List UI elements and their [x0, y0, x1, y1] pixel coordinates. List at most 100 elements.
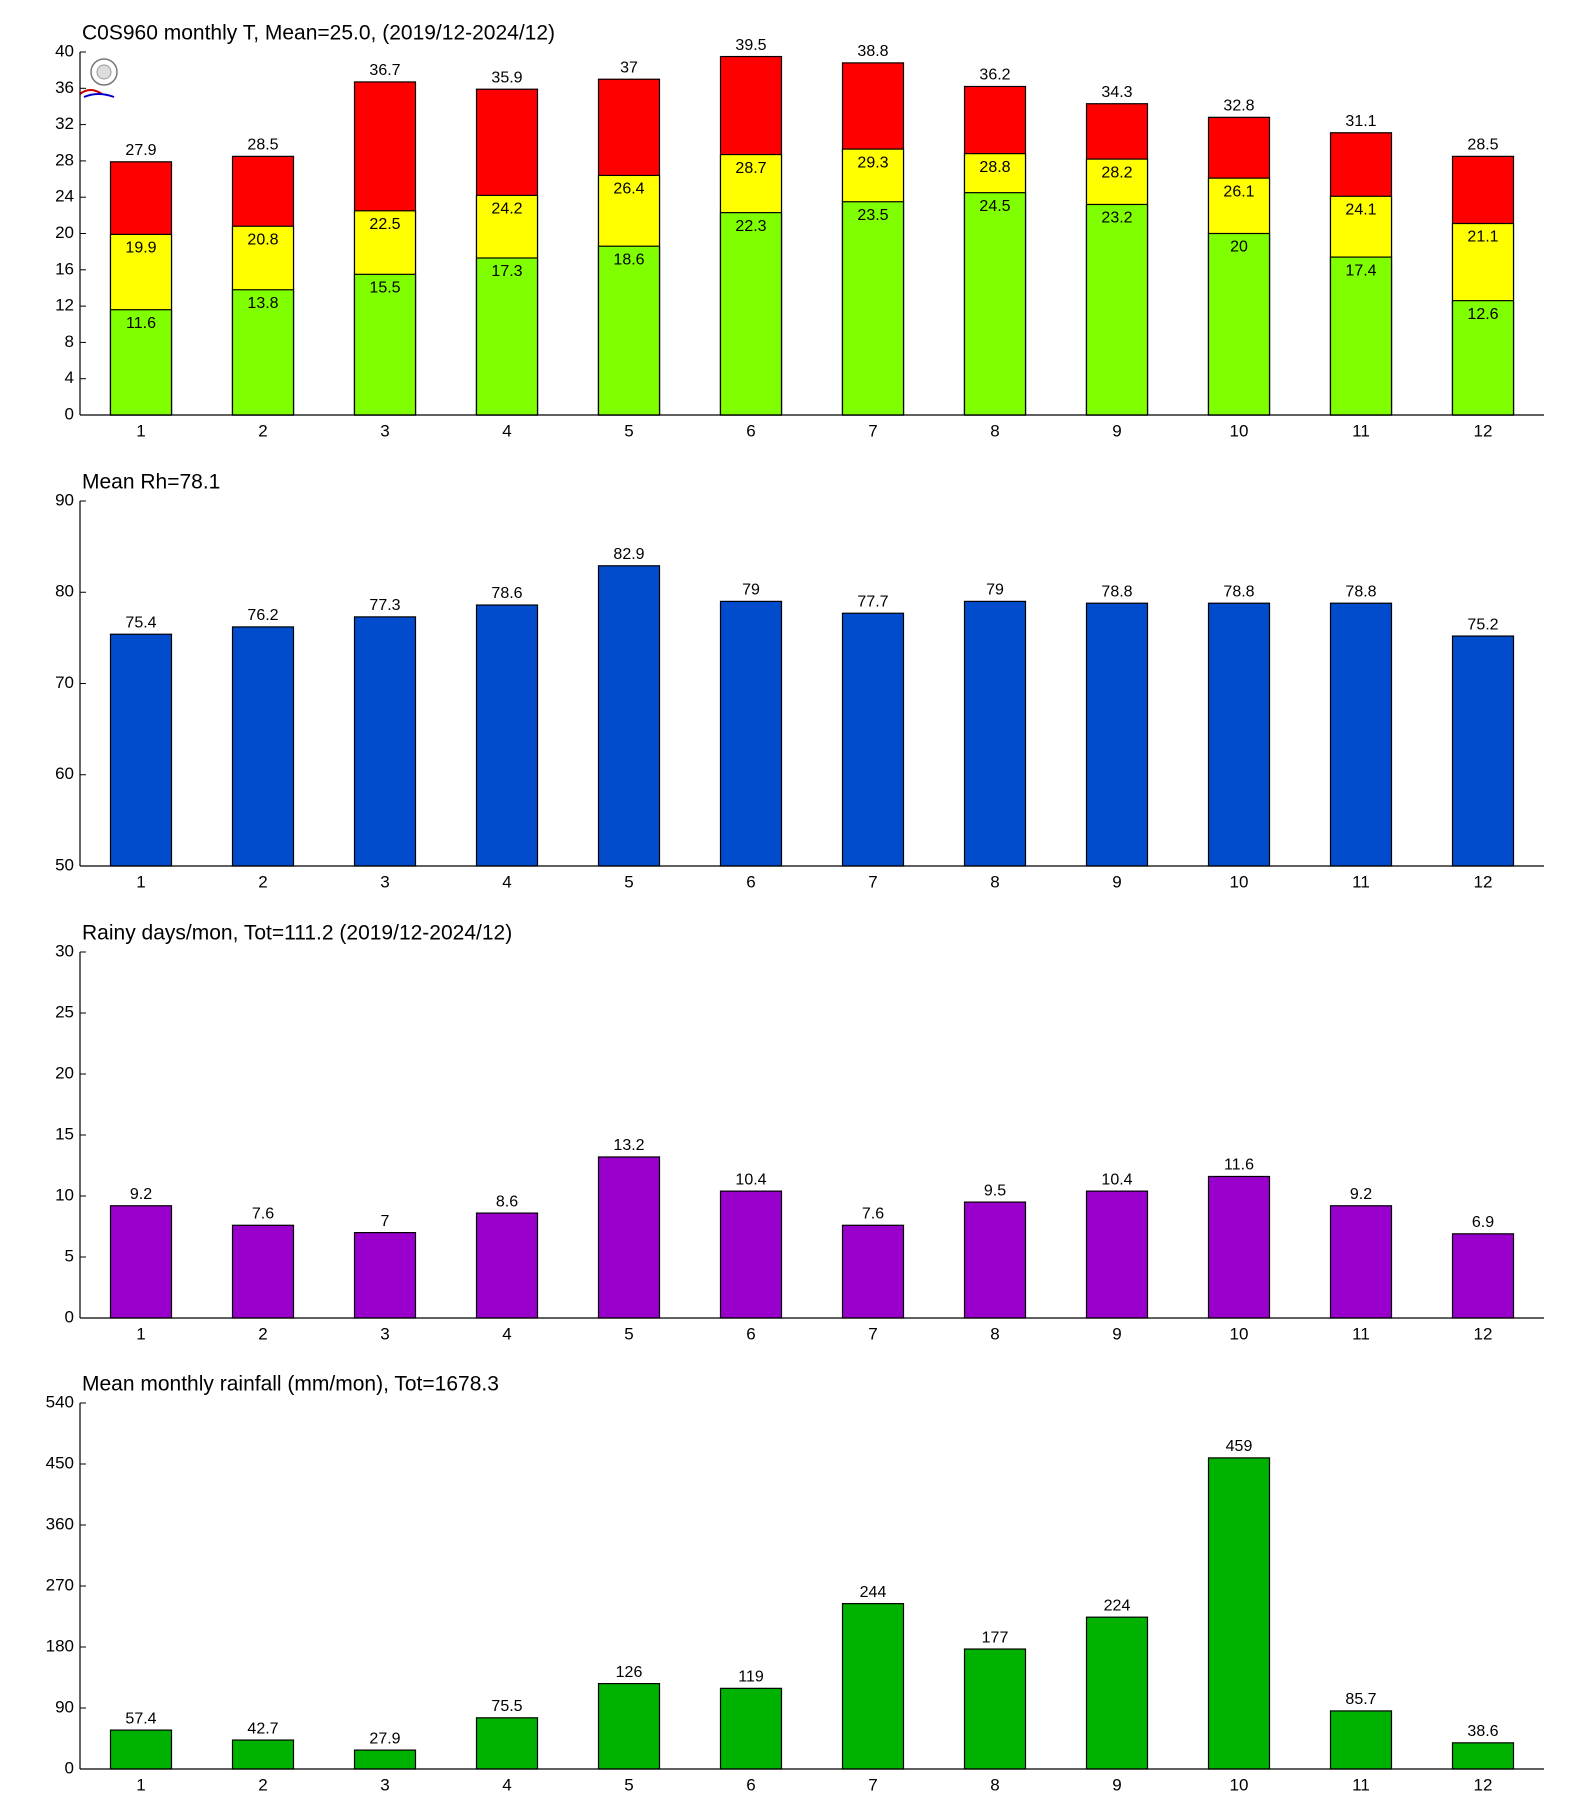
y-tick-label: 4 — [65, 368, 74, 387]
bar — [353, 273, 417, 416]
x-tick-label: 10 — [1230, 872, 1249, 891]
value-label: 15.5 — [369, 280, 400, 297]
value-label: 77.3 — [369, 597, 400, 614]
value-label: 177 — [982, 1629, 1009, 1646]
bar — [1207, 232, 1271, 416]
value-label: 85.7 — [1345, 1691, 1376, 1708]
y-tick-label: 24 — [55, 187, 74, 206]
value-label: 28.5 — [247, 137, 278, 154]
y-tick-label: 450 — [46, 1453, 74, 1472]
x-tick-label: 10 — [1230, 421, 1249, 440]
value-label: 119 — [738, 1669, 764, 1686]
value-label: 10.4 — [735, 1171, 766, 1188]
logo-center — [96, 64, 112, 80]
chart-title: Rainy days/mon, Tot=111.2 (2019/12-2024/… — [82, 922, 512, 945]
value-label: 7.6 — [252, 1205, 274, 1222]
value-label: 27.9 — [369, 1730, 400, 1747]
y-tick-label: 0 — [65, 404, 74, 423]
bar — [841, 1603, 905, 1770]
value-label: 35.9 — [491, 69, 522, 86]
x-tick-label: 12 — [1474, 872, 1493, 891]
value-label: 78.8 — [1223, 583, 1254, 600]
value-label: 78.8 — [1345, 583, 1376, 600]
value-label: 38.6 — [1467, 1723, 1498, 1740]
value-label: 29.3 — [857, 154, 888, 171]
x-tick-label: 6 — [746, 1324, 755, 1343]
bar — [841, 1224, 905, 1319]
bar — [1085, 1616, 1149, 1770]
bar — [475, 1212, 539, 1319]
value-label: 38.8 — [857, 43, 888, 60]
x-tick-label: 12 — [1474, 421, 1493, 440]
value-label: 23.2 — [1101, 210, 1132, 227]
bar — [597, 1156, 661, 1319]
x-tick-label: 3 — [380, 872, 389, 891]
y-tick-label: 0 — [65, 1758, 74, 1777]
chart-title: Mean Rh=78.1 — [82, 471, 220, 494]
value-label: 12.6 — [1467, 306, 1498, 323]
bar — [1329, 602, 1393, 867]
x-tick-label: 9 — [1112, 1775, 1121, 1794]
y-tick-label: 90 — [55, 1697, 74, 1716]
bar — [1207, 1457, 1271, 1770]
y-tick-label: 60 — [55, 764, 74, 783]
x-tick-label: 6 — [746, 421, 755, 440]
x-tick-label: 7 — [868, 1775, 877, 1794]
value-label: 28.8 — [979, 159, 1010, 176]
x-tick-label: 8 — [990, 1324, 999, 1343]
bar — [841, 612, 905, 867]
y-tick-label: 30 — [55, 941, 74, 960]
bar — [231, 1224, 295, 1319]
bar — [1207, 1175, 1271, 1319]
value-label: 77.7 — [857, 593, 888, 610]
x-tick-label: 1 — [136, 1324, 145, 1343]
value-label: 57.4 — [125, 1710, 156, 1727]
bar — [597, 1682, 661, 1770]
value-label: 20.8 — [247, 231, 278, 248]
value-label: 34.3 — [1101, 84, 1132, 101]
y-tick-label: 90 — [55, 490, 74, 509]
value-label: 28.2 — [1101, 164, 1132, 181]
x-tick-label: 7 — [868, 1324, 877, 1343]
value-label: 32.8 — [1223, 98, 1254, 115]
bar — [231, 1739, 295, 1770]
x-tick-label: 2 — [258, 421, 267, 440]
bar — [1329, 256, 1393, 416]
bar — [719, 1190, 783, 1319]
y-tick-label: 270 — [46, 1575, 74, 1594]
x-tick-label: 3 — [380, 1775, 389, 1794]
bar — [1329, 1205, 1393, 1319]
bar — [353, 616, 417, 867]
y-tick-label: 32 — [55, 114, 74, 133]
y-tick-label: 8 — [65, 332, 74, 351]
value-label: 126 — [616, 1664, 643, 1681]
x-tick-label: 1 — [136, 872, 145, 891]
value-label: 78.8 — [1101, 583, 1132, 600]
x-tick-label: 8 — [990, 421, 999, 440]
bar — [1451, 1233, 1515, 1319]
x-tick-label: 3 — [380, 421, 389, 440]
value-label: 11.6 — [1224, 1157, 1254, 1174]
value-label: 39.5 — [735, 37, 766, 54]
x-tick-label: 2 — [258, 1324, 267, 1343]
value-label: 24.2 — [491, 201, 522, 218]
value-label: 22.5 — [369, 216, 400, 233]
bar — [719, 212, 783, 416]
y-tick-label: 80 — [55, 582, 74, 601]
x-tick-label: 5 — [624, 421, 633, 440]
y-tick-label: 180 — [46, 1636, 74, 1655]
bar — [1085, 203, 1149, 416]
x-tick-label: 9 — [1112, 421, 1121, 440]
value-label: 9.2 — [1350, 1186, 1372, 1203]
y-tick-label: 40 — [55, 41, 74, 60]
value-label: 79 — [986, 582, 1004, 599]
value-label: 37 — [620, 59, 638, 76]
value-label: 224 — [1104, 1597, 1131, 1614]
x-tick-label: 5 — [624, 1775, 633, 1794]
value-label: 24.5 — [979, 198, 1010, 215]
bar — [109, 1205, 173, 1319]
logo-swoosh — [83, 93, 115, 98]
value-label: 9.5 — [984, 1182, 1006, 1199]
value-label: 75.5 — [491, 1698, 522, 1715]
